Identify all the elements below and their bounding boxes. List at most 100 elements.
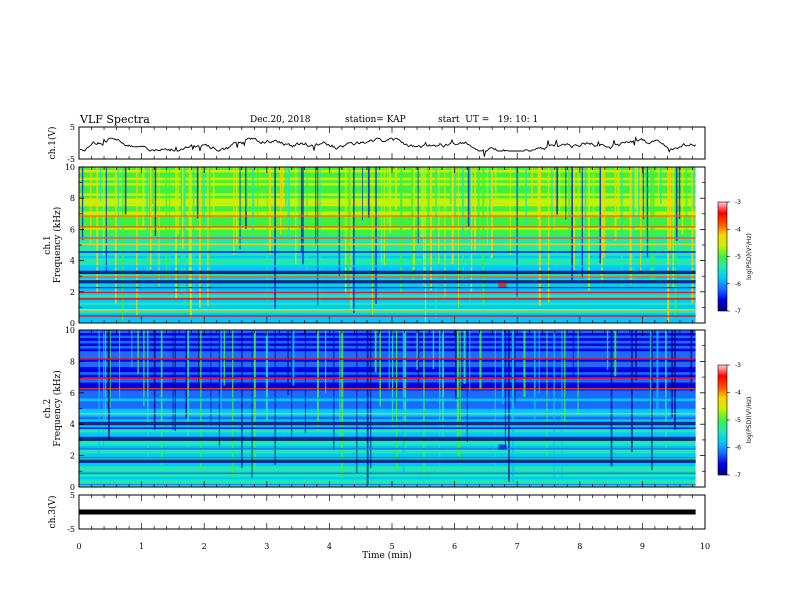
heatmap-burst: [239, 167, 241, 250]
heatmap-band: [79, 405, 696, 409]
heatmap-burst: [466, 330, 468, 442]
heatmap-burst: [650, 330, 652, 418]
heatmap-burst: [143, 330, 145, 407]
heatmap-burst: [395, 167, 398, 210]
ch1-spectrogram-cells: [79, 167, 696, 324]
heatmap-burst: [669, 167, 672, 250]
heatmap-burst: [367, 167, 370, 218]
heatmap-burst: [435, 167, 437, 318]
heatmap-burst: [606, 330, 609, 370]
heatmap-burst: [353, 167, 355, 313]
heatmap-burst: [251, 330, 253, 478]
y-tick-label: 8: [70, 194, 75, 203]
x-tick-label: 8: [577, 542, 582, 551]
heatmap-burst: [411, 167, 413, 233]
x-tick-label: 2: [202, 542, 207, 551]
colorbar-tick-label: -4: [735, 390, 741, 397]
heatmap-burst: [182, 167, 185, 249]
heatmap-burst: [114, 167, 117, 304]
heatmap-burst: [474, 167, 477, 254]
heatmap-burst: [287, 167, 290, 249]
heatmap-band: [79, 345, 696, 349]
x-tick-label: 5: [389, 542, 394, 551]
colorbar-tick-label: -7: [735, 308, 741, 315]
x-tick-label: 10: [700, 542, 710, 551]
heatmap-burst: [266, 167, 268, 302]
heatmap-band: [79, 255, 696, 259]
heatmap-burst: [180, 167, 183, 293]
heatmap-burst: [233, 167, 235, 255]
chart-title: VLF Spectra: [80, 113, 150, 126]
heatmap-burst: [203, 167, 205, 226]
heatmap-burst: [81, 167, 84, 241]
heatmap-burst: [374, 330, 377, 373]
heatmap-band: [79, 418, 696, 422]
heatmap-burst: [154, 167, 157, 236]
heatmap-burst: [96, 167, 99, 293]
heatmap-burst: [341, 330, 344, 478]
heatmap-band: [79, 258, 696, 261]
heatmap-band: [79, 413, 696, 417]
heatmap-burst: [432, 330, 435, 370]
heatmap-tone: [79, 436, 696, 438]
heatmap-band: [79, 408, 696, 412]
heatmap-band: [79, 445, 696, 449]
x-tick-label: 9: [640, 542, 645, 551]
heatmap-band: [79, 358, 696, 362]
heatmap-burst: [439, 330, 441, 471]
heatmap-burst: [200, 330, 202, 471]
x-tick-label: 0: [76, 542, 81, 551]
heatmap-band: [79, 247, 696, 251]
heatmap-burst: [650, 167, 653, 283]
heatmap-burst: [268, 167, 271, 255]
colorbar-tick-label: -3: [735, 362, 741, 369]
x-axis-label: Time (min): [362, 550, 412, 561]
heatmap-tone: [79, 215, 696, 217]
heatmap-burst: [417, 167, 419, 245]
heatmap-burst: [98, 330, 100, 455]
heatmap-burst: [674, 330, 676, 430]
heatmap-burst: [642, 167, 644, 220]
heatmap-band: [79, 226, 696, 230]
y-tick-label: 4: [70, 257, 75, 266]
heatmap-burst: [599, 167, 602, 264]
heatmap-burst: [454, 167, 457, 216]
y-axis-label: Frequency (kHz): [52, 207, 63, 284]
heatmap-band: [79, 276, 696, 280]
heatmap-burst: [469, 330, 471, 391]
colorbar-tick-label: -7: [735, 472, 741, 479]
heatmap-burst: [136, 167, 138, 316]
heatmap-burst: [400, 167, 403, 293]
heatmap-burst: [117, 167, 119, 275]
heatmap-burst: [153, 330, 156, 430]
heatmap-burst: [467, 167, 470, 228]
heatmap-burst: [366, 330, 369, 486]
heatmap-burst: [287, 330, 289, 396]
heatmap-burst: [675, 167, 678, 241]
heatmap-burst: [459, 330, 461, 465]
colorbar-tick-label: -6: [735, 445, 741, 452]
heatmap-tone: [79, 237, 696, 239]
heatmap-burst: [456, 330, 459, 456]
heatmap-burst: [131, 330, 133, 368]
heatmap-burst: [220, 330, 222, 416]
heatmap-band: [79, 307, 696, 311]
heatmap-band: [79, 369, 696, 373]
heatmap-band: [79, 337, 696, 341]
y-tick-label: 10: [65, 163, 75, 172]
heatmap-tone: [79, 457, 696, 459]
heatmap-burst: [568, 167, 571, 257]
heatmap-tone: [79, 308, 696, 311]
heatmap-tone: [79, 265, 696, 267]
y-tick-label: 4: [70, 420, 75, 429]
heatmap-band: [79, 317, 696, 321]
heatmap-dark-band: [79, 270, 696, 275]
y-tick-label: -5: [67, 155, 75, 164]
heatmap-burst: [245, 167, 247, 229]
x-tick-label: 6: [452, 542, 457, 551]
heatmap-burst: [565, 167, 567, 220]
heatmap-band: [79, 466, 696, 469]
heatmap-burst: [413, 167, 415, 270]
heatmap-burst: [241, 330, 243, 469]
